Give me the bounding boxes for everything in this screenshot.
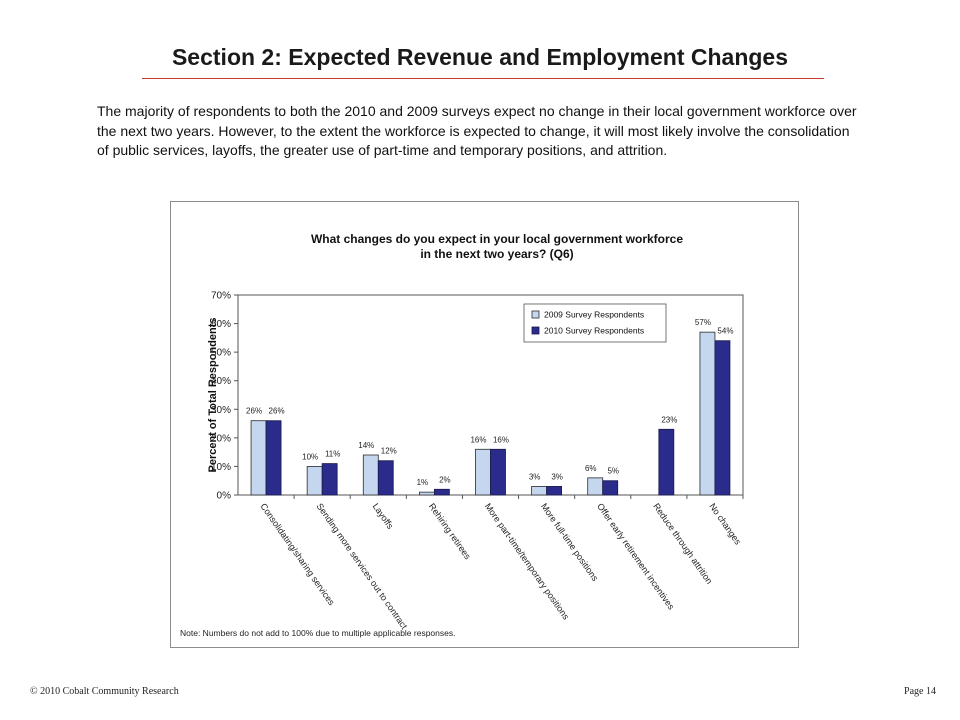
y-tick-label: 20% [211, 433, 231, 444]
bar-2010 [714, 340, 731, 496]
y-tick-label: 30% [211, 405, 231, 416]
bar-2010 [490, 448, 506, 496]
bar-2010 [602, 480, 619, 496]
chart-title-line: What changes do you expect in your local… [311, 232, 683, 246]
x-category-label: More full-time positions [539, 501, 601, 583]
y-axis-label: Percent of Total Respondents [207, 317, 219, 472]
bar-2009 [699, 331, 716, 496]
bar-2009 [250, 420, 267, 496]
data-label: 54% [717, 327, 733, 336]
data-label: 12% [381, 447, 397, 456]
data-label: 57% [695, 318, 711, 327]
y-tick-label: 50% [211, 348, 231, 359]
bar-2010 [377, 460, 394, 496]
data-label: 3% [529, 472, 541, 481]
intro-paragraph: The majority of respondents to both the … [97, 103, 857, 158]
page-title: Section 2: Expected Revenue and Employme… [171, 44, 789, 70]
data-label: 16% [493, 435, 509, 444]
bar-2009 [475, 448, 491, 496]
bar-chart: What changes do you expect in your local… [180, 232, 744, 638]
title-divider [142, 78, 824, 79]
bar-2010 [433, 488, 450, 496]
data-label: 2% [439, 475, 451, 484]
y-tick-label: 60% [211, 319, 231, 330]
chart-note: Note: Numbers do not add to 100% due to … [180, 628, 455, 638]
y-tick-label: 40% [211, 376, 231, 387]
y-tick-label: 0% [217, 491, 232, 502]
data-label: 11% [325, 450, 340, 459]
legend-swatch-2010 [531, 326, 540, 335]
legend-swatch-2009 [531, 310, 540, 319]
y-tick-label: 70% [211, 291, 231, 302]
x-category-label: Reduce through attrition [651, 501, 714, 585]
data-label: 26% [246, 407, 262, 416]
data-label: 5% [607, 467, 619, 476]
bar-2009 [531, 486, 548, 496]
data-label: 10% [302, 452, 318, 461]
bar-2010 [321, 463, 338, 496]
copyright-footer: © 2010 Cobalt Community Research [30, 686, 179, 697]
bar-2009 [362, 454, 379, 496]
x-category-label: Sending more services out to contract [315, 501, 410, 631]
data-label: 26% [269, 407, 285, 416]
legend-entry: 2010 Survey Respondents [544, 326, 644, 336]
data-label: 23% [661, 415, 677, 424]
legend-box [523, 303, 667, 343]
y-tick-label: 10% [211, 462, 231, 473]
page-number: Page 14 [904, 686, 936, 697]
bar-2010 [658, 428, 675, 496]
x-category-label: No changes [707, 501, 743, 546]
x-category-label: Rehiring retirees [427, 501, 473, 561]
chart-frame: What changes do you expect in your local… [170, 201, 799, 648]
x-category-label: Layoffs [371, 501, 396, 531]
legend-entry: 2009 Survey Respondents [544, 310, 644, 320]
data-label: 16% [470, 435, 486, 444]
data-label: 14% [358, 441, 374, 450]
bar-2010 [546, 486, 563, 496]
bar-2009 [306, 466, 323, 496]
bar-2010 [265, 420, 282, 496]
chart-title-line: in the next two years? (Q6) [420, 247, 573, 261]
data-label: 3% [551, 472, 563, 481]
data-label: 6% [585, 464, 597, 473]
bar-2009 [587, 477, 604, 496]
data-label: 1% [417, 478, 429, 487]
bar-2009 [418, 491, 435, 496]
